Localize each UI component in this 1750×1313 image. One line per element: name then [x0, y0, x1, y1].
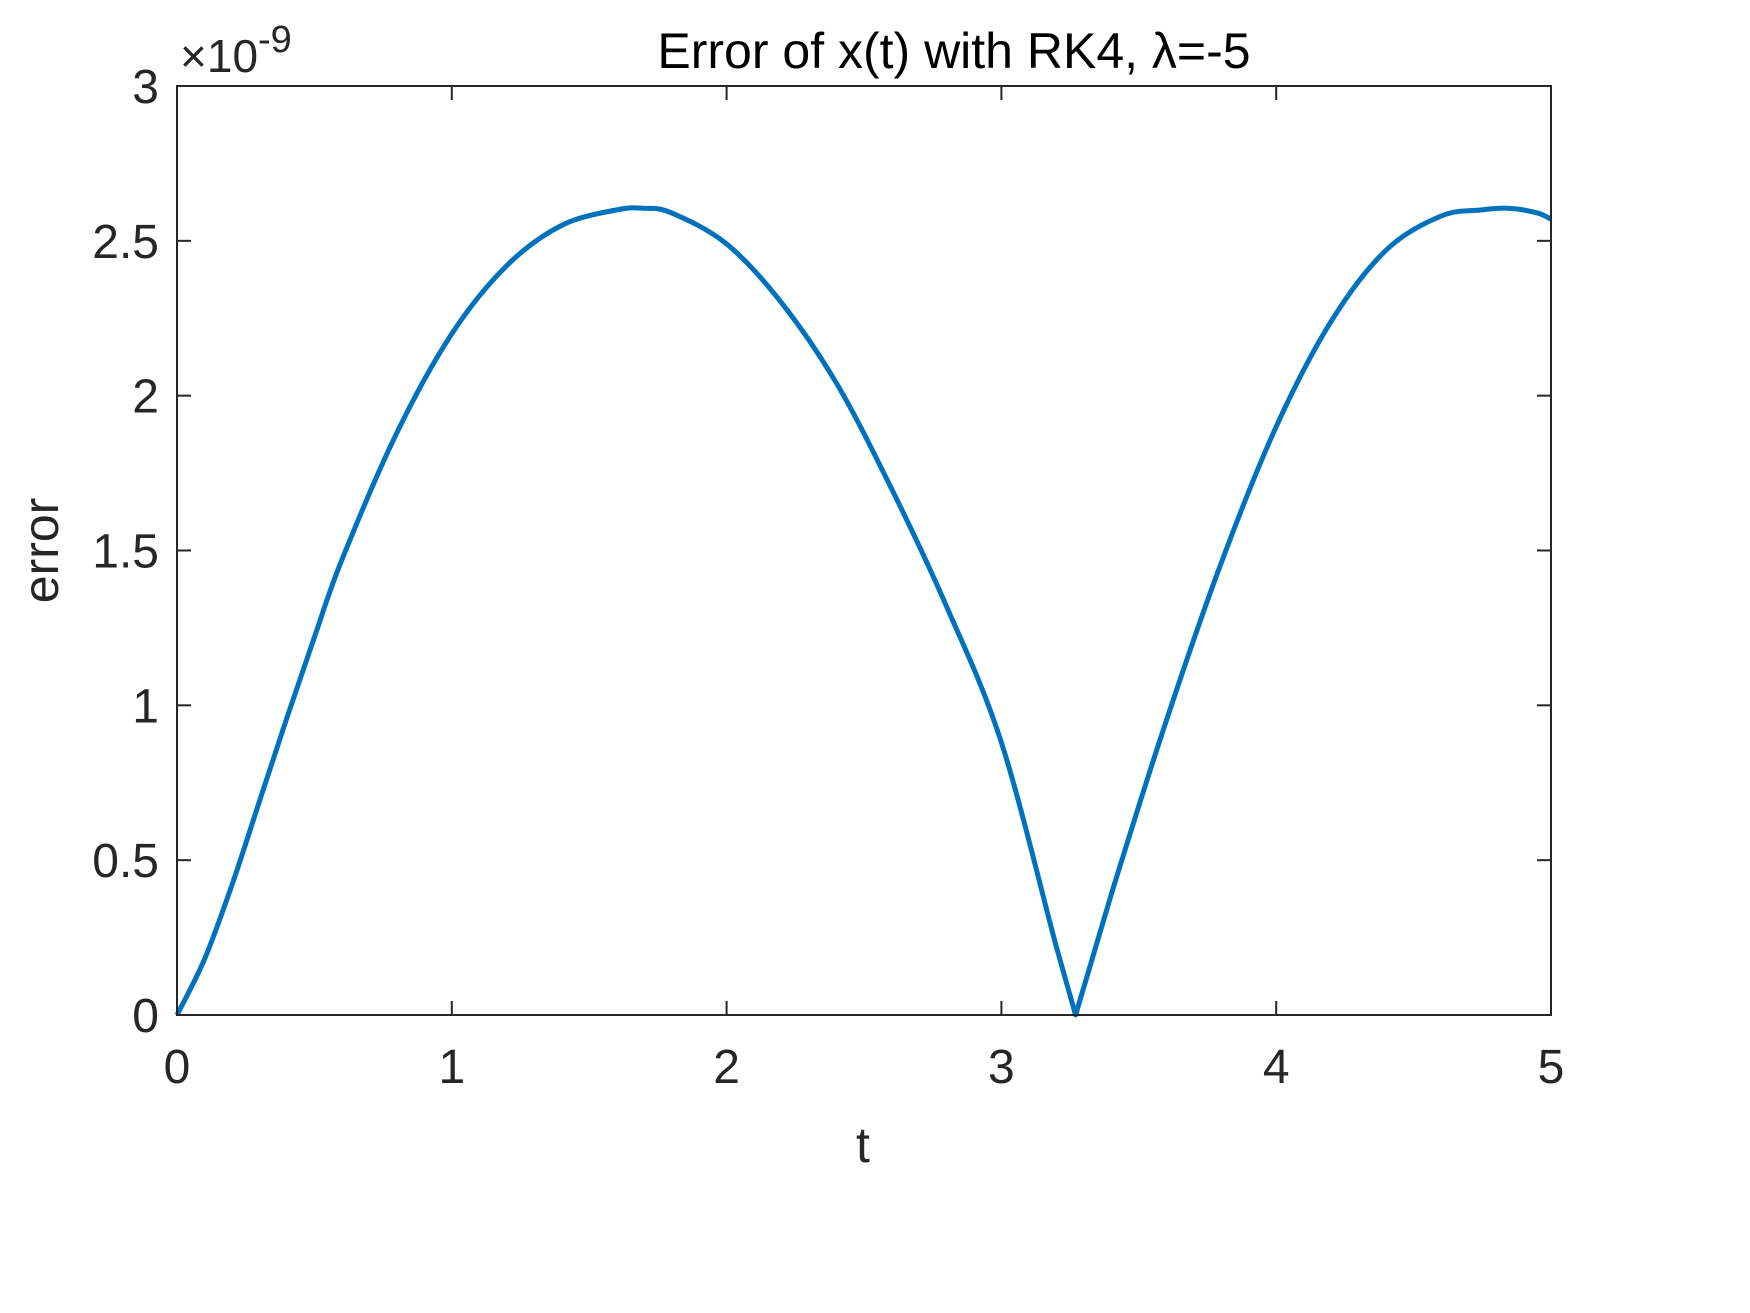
y-axis-exponent-base: ×10	[180, 30, 258, 82]
y-tick-label-1: 0.5	[92, 835, 159, 888]
x-axis-label: t	[856, 1117, 870, 1173]
y-tick-label-2: 1	[132, 680, 159, 733]
series-layer	[174, 205, 1553, 1018]
x-tick-label-1: 1	[438, 1041, 465, 1094]
y-tick-label-0: 0	[132, 990, 159, 1043]
x-tick-label-2: 2	[713, 1041, 740, 1094]
y-axis-exponent: ×10-9	[180, 19, 292, 82]
x-tick-label-5: 5	[1538, 1041, 1565, 1094]
x-tick-label-4: 4	[1263, 1041, 1290, 1094]
x-tick-label-0: 0	[164, 1041, 191, 1094]
y-tick-label-3: 1.5	[92, 526, 159, 579]
x-tick-label-3: 3	[988, 1041, 1015, 1094]
chart-title: Error of x(t) with RK4, λ=-5	[657, 23, 1250, 79]
error-series-line	[174, 205, 1553, 1018]
y-axis-exponent-power: -9	[258, 19, 292, 61]
axes-box	[176, 85, 1552, 1016]
y-tick-label-4: 2	[132, 371, 159, 424]
labels-layer: 0 1 2 3 4 5 0 0.5 1 1.5 2 2.5 3	[92, 61, 1564, 1094]
y-tick-label-6: 3	[132, 61, 159, 114]
y-tick-label-5: 2.5	[92, 216, 159, 269]
y-axis-label: error	[13, 498, 69, 604]
